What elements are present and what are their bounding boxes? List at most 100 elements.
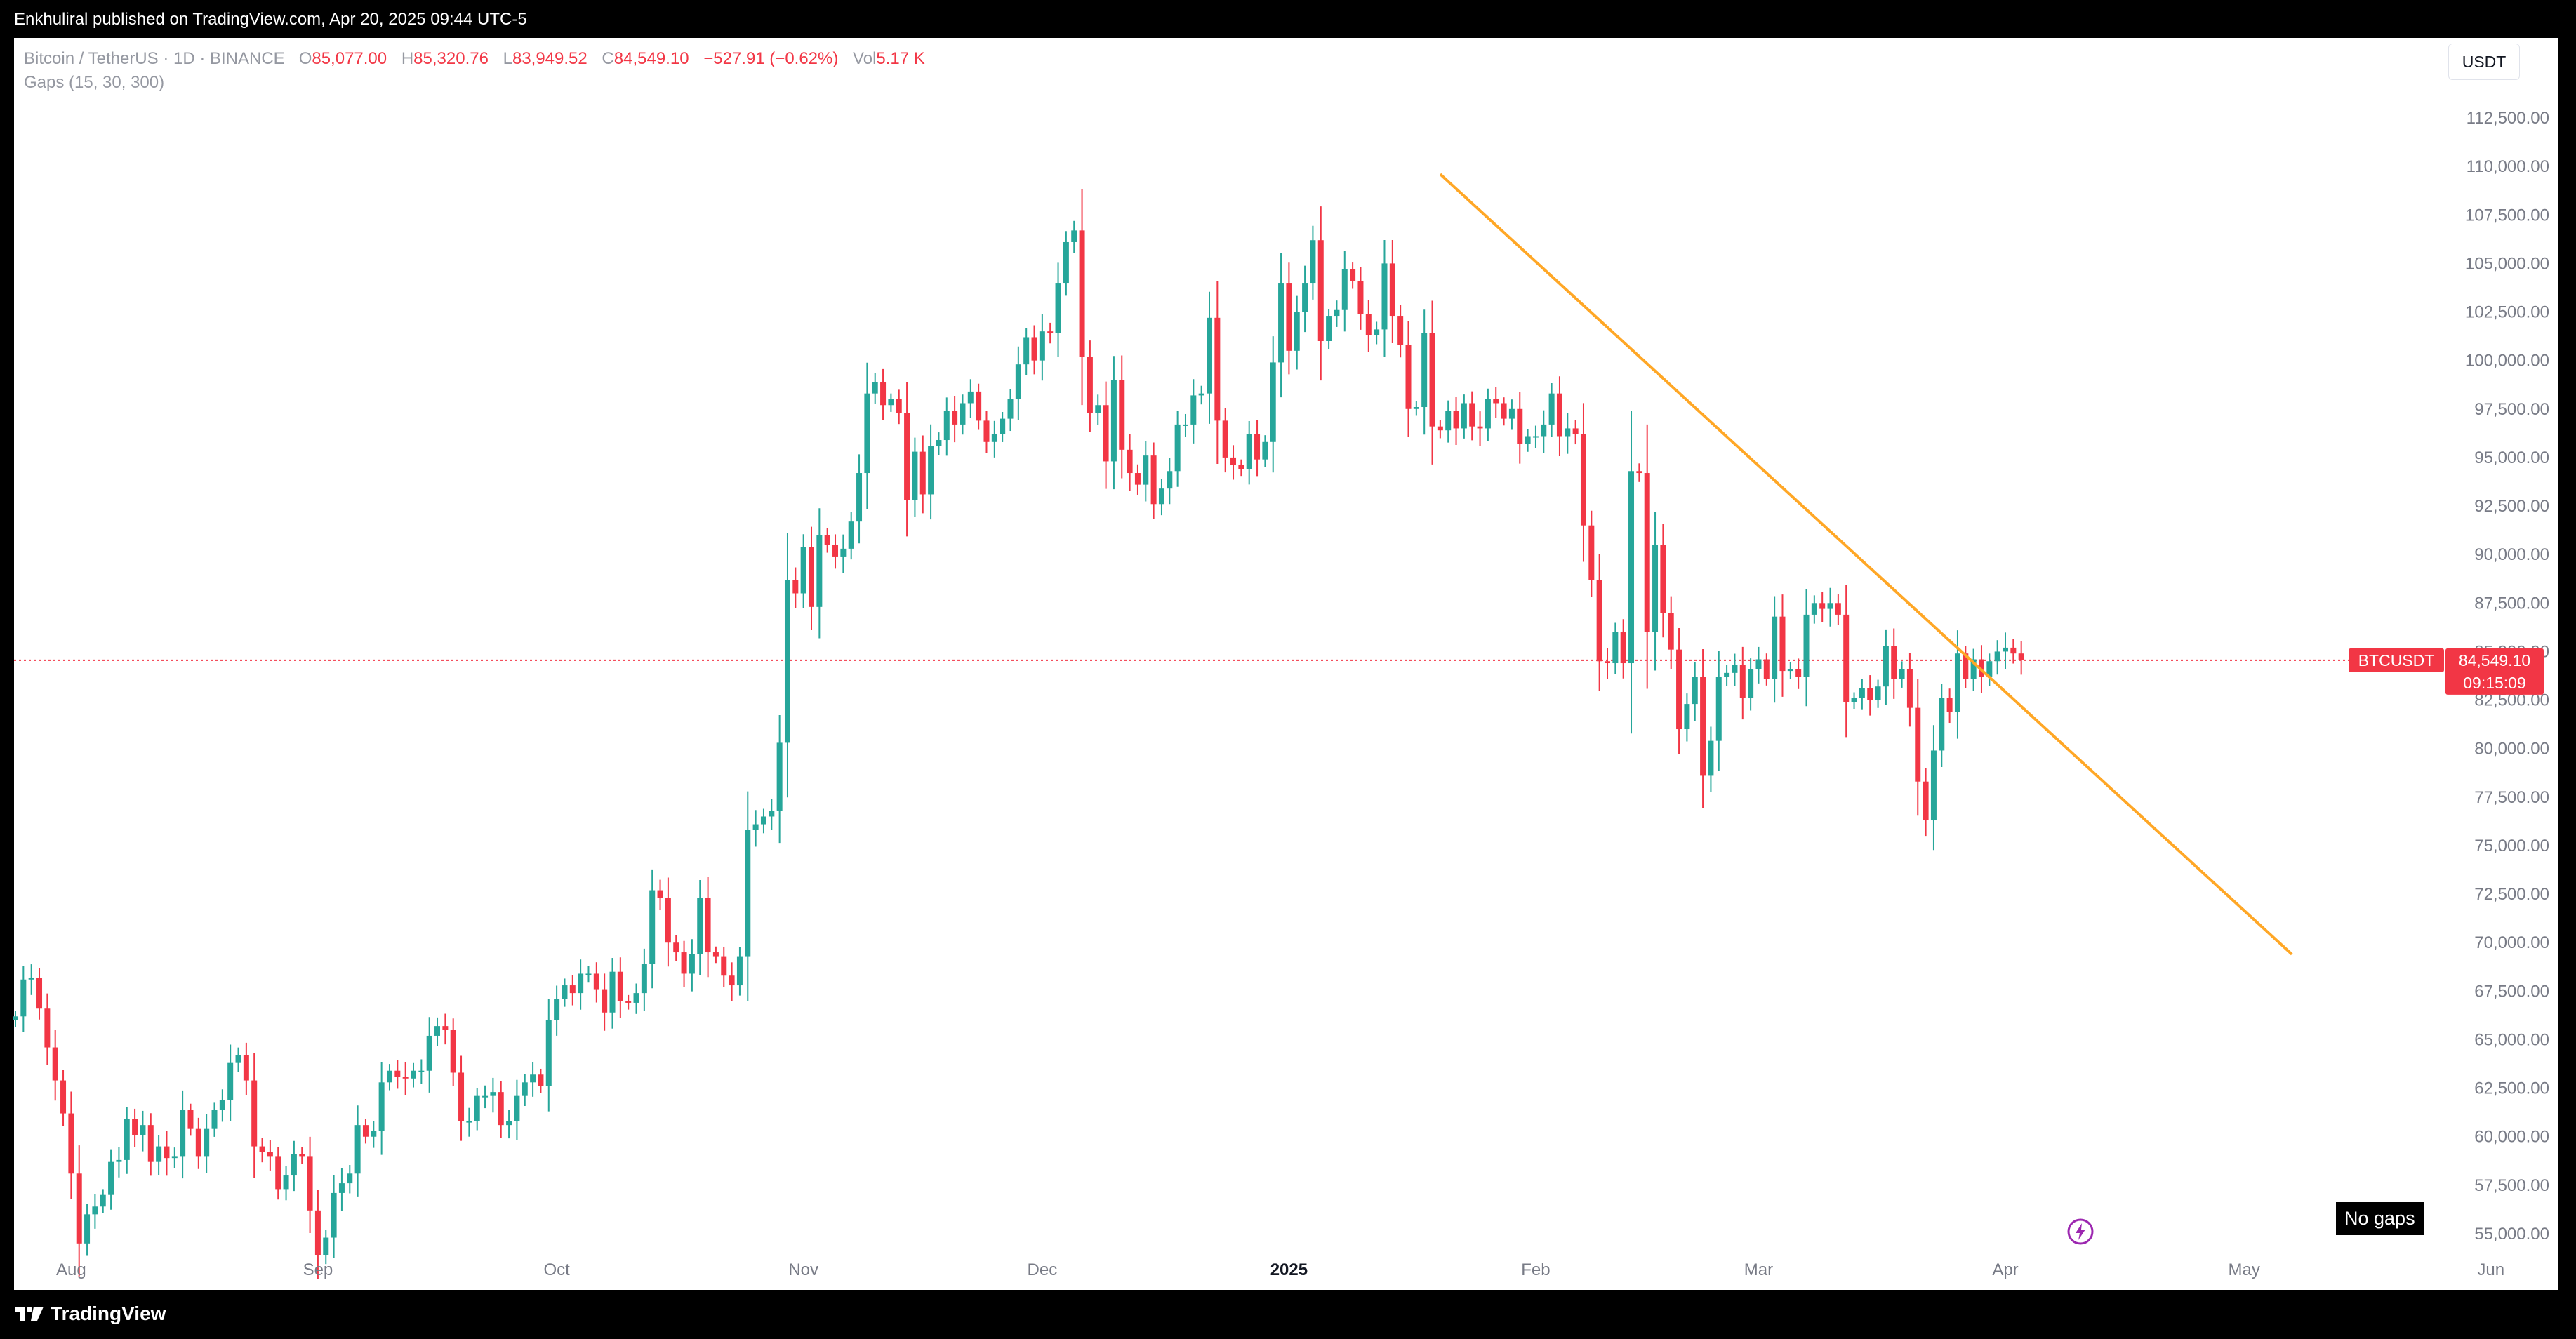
candle-body [554,999,560,1020]
candle-body [1374,329,1380,335]
candle-body [912,451,918,500]
currency-selector[interactable]: USDT [2448,44,2520,80]
candle-body [426,1035,432,1071]
candle-body [1254,434,1261,460]
candle-body [1357,281,1364,314]
candle-body [283,1175,289,1190]
y-tick-label: 75,000.00 [2474,837,2549,855]
no-gaps-label: No gaps [2336,1202,2424,1235]
candle-body [28,977,34,980]
candle-body [919,451,926,495]
tradingview-logo-icon [15,1307,44,1321]
candle-body [689,954,695,974]
candle-body [1182,424,1188,426]
candle-body [1970,659,1977,679]
candle-body [736,956,743,986]
candle-body [856,473,863,522]
candle-body [124,1119,130,1160]
symbol-name[interactable]: Bitcoin / TetherUS · 1D · BINANCE [24,49,285,68]
y-tick-label: 110,000.00 [2467,157,2549,176]
candle-body [1207,317,1212,394]
candle-body [1851,698,1857,702]
candle-body [458,1072,465,1121]
candle-body [976,391,982,421]
candle-body [100,1194,106,1207]
candle-body [1341,269,1348,310]
volume-value: 5.17 K [876,49,925,68]
candle-body [140,1125,146,1135]
candle-body [665,898,671,943]
x-tick-label: Aug [56,1260,86,1279]
candle-body [1572,428,1579,434]
candle-body [1381,263,1388,330]
tradingview-logo[interactable]: TradingView [14,1303,166,1325]
candle-body [1906,669,1913,708]
candle-body [1000,418,1006,434]
candle-body [1158,488,1164,505]
candle-body [625,1001,632,1003]
candle-body [450,1030,456,1073]
candle-body [1803,614,1810,677]
candle-body [1795,669,1802,677]
candle-body [1755,659,1762,670]
candle-body [60,1080,67,1114]
candle-body [1445,411,1452,431]
indicator-legend[interactable]: Gaps (15, 30, 300) [24,73,165,92]
candle-body [991,434,997,442]
candle-body [1835,603,1841,615]
candle-body [816,535,823,607]
symbol-tag-text: BTCUSDT [2358,651,2435,670]
x-tick-label: Dec [1028,1260,1058,1279]
candle-body [952,411,958,425]
candle-body [824,535,830,545]
y-tick-label: 102,500.00 [2465,303,2549,322]
candle-body [1724,672,1730,677]
candle-body [1469,403,1475,427]
candle-body [1930,750,1937,821]
candle-body [697,898,703,954]
candle-body [1739,665,1746,698]
y-tick-label: 107,500.00 [2465,206,2549,225]
high-label: H [401,49,414,68]
candle-body [609,971,616,1013]
candle-body [442,1026,449,1030]
candle-body [1859,688,1865,698]
candle-body [705,898,711,953]
candle-body [1143,455,1149,485]
candle-body [880,382,887,406]
y-tick-label: 95,000.00 [2474,448,2549,467]
open-value: 85,077.00 [312,49,387,68]
candle-body [1286,283,1292,351]
candle-body [20,979,27,1017]
candle-body [1541,424,1547,437]
lightning-icon[interactable] [2066,1218,2094,1246]
candle-body [1883,646,1889,687]
candle-body [1421,333,1428,408]
candle-body [1437,426,1443,431]
candle-body [1652,545,1659,632]
candle-body [1994,651,2000,662]
candle-body [649,890,656,964]
chart-panel[interactable] [14,38,2558,1290]
candle-body [1715,677,1722,741]
y-tick-label: 92,500.00 [2474,497,2549,516]
candle-body [1588,525,1595,580]
candle-body [1270,362,1276,442]
candle-body [204,1128,210,1157]
candle-body [1891,646,1897,679]
candle-body [617,971,623,1001]
candle-body [52,1047,58,1081]
candle-body [745,830,751,957]
candle-body [1334,309,1340,317]
candle-body [164,1146,170,1159]
candle-body [1262,441,1268,460]
candle-body [338,1183,345,1193]
candle-body [1565,428,1571,437]
candle-body [187,1110,194,1129]
candle-body [1548,393,1555,425]
candle-body [267,1152,273,1157]
price-tag-value: 84,549.10 [2459,651,2530,670]
candle-body [1063,241,1069,284]
candle-body [1119,380,1125,450]
